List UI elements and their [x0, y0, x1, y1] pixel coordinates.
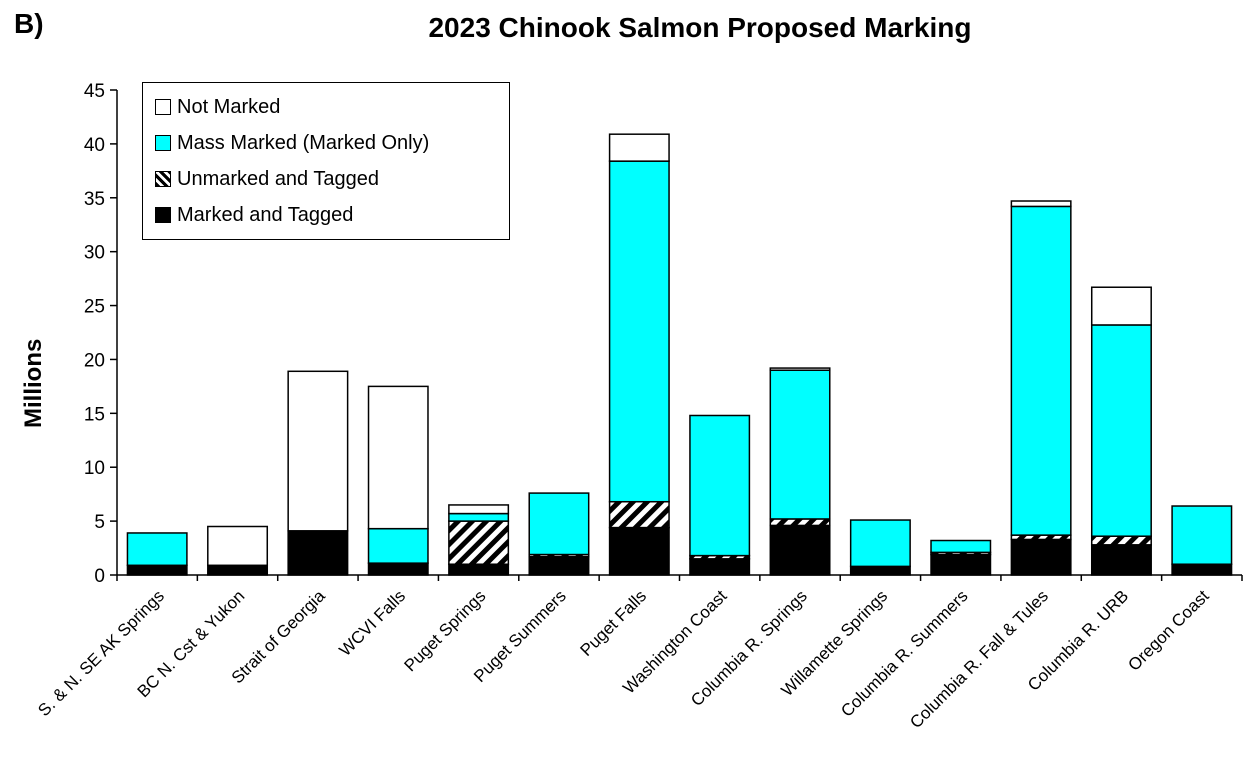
bar-segment-marked-and-tagged-0	[126, 564, 188, 576]
bar-segment-mass-marked-marked-only-3	[367, 527, 429, 564]
legend-label-mass-marked: Mass Marked (Marked Only)	[177, 131, 430, 154]
legend: Not Marked Mass Marked (Marked Only) Unm…	[142, 82, 510, 240]
y-tick-label: 15	[84, 404, 105, 425]
bar-segment-marked-and-tagged-8	[769, 524, 831, 576]
bar-segment-mass-marked-marked-only-0	[126, 532, 188, 567]
x-tick-label: Puget Springs	[400, 586, 489, 675]
legend-item-marked-tagged: Marked and Tagged	[155, 197, 497, 233]
legend-label-not-marked: Not Marked	[177, 95, 281, 118]
bar-segment-not-marked-2	[287, 370, 349, 532]
bar-segment-not-marked-3	[367, 385, 429, 530]
bar-segment-unmarked-and-tagged-6	[608, 500, 670, 529]
legend-swatch-marked-tagged	[155, 207, 171, 223]
y-tick-label: 20	[84, 350, 105, 371]
legend-swatch-mass-marked	[155, 135, 171, 151]
y-tick-label: 40	[84, 135, 105, 156]
chart-title: 2023 Chinook Salmon Proposed Marking	[428, 12, 972, 43]
bar-segment-marked-and-tagged-6	[608, 526, 670, 576]
bar-segment-mass-marked-marked-only-4	[448, 512, 510, 522]
bar-segment-mass-marked-marked-only-9	[849, 519, 911, 568]
bar-segment-marked-and-tagged-1	[207, 564, 269, 576]
legend-item-unmarked-tagged: Unmarked and Tagged	[155, 161, 497, 197]
y-tick-label: 5	[94, 512, 105, 533]
y-ticks: 0 5 10 15 20 25 30 35 40 45	[84, 81, 117, 587]
bar-segment-marked-and-tagged-9	[849, 565, 911, 576]
bar-segment-marked-and-tagged-13	[1171, 563, 1233, 576]
bars	[126, 133, 1233, 576]
legend-label-unmarked-tagged: Unmarked and Tagged	[177, 167, 379, 190]
legend-item-not-marked: Not Marked	[155, 89, 497, 125]
bar-segment-mass-marked-marked-only-11	[1010, 205, 1072, 536]
bar-segment-mass-marked-marked-only-10	[930, 539, 992, 554]
bar-segment-unmarked-and-tagged-4	[448, 520, 510, 565]
bar-segment-not-marked-8	[769, 367, 831, 371]
bar-segment-marked-and-tagged-4	[448, 563, 510, 576]
y-tick-label: 10	[84, 458, 105, 479]
y-tick-label: 30	[84, 243, 105, 264]
x-tick-label: Oregon Coast	[1124, 586, 1212, 674]
bar-segment-unmarked-and-tagged-8	[769, 518, 831, 527]
bar-segment-not-marked-1	[207, 525, 269, 567]
bar-segment-not-marked-4	[448, 504, 510, 515]
bar-segment-marked-and-tagged-3	[367, 562, 429, 576]
bar-segment-not-marked-12	[1090, 286, 1152, 326]
bar-segment-not-marked-6	[608, 133, 670, 162]
bar-segment-marked-and-tagged-10	[930, 553, 992, 576]
bar-segment-not-marked-11	[1010, 200, 1072, 208]
x-tick-label: Puget Falls	[577, 586, 651, 660]
bar-segment-marked-and-tagged-12	[1090, 544, 1152, 576]
bar-segment-marked-and-tagged-7	[689, 558, 751, 576]
bar-segment-mass-marked-marked-only-8	[769, 369, 831, 520]
legend-swatch-not-marked	[155, 99, 171, 115]
bar-segment-marked-and-tagged-2	[287, 530, 349, 576]
bar-segment-mass-marked-marked-only-13	[1171, 505, 1233, 565]
bar-segment-unmarked-and-tagged-12	[1090, 535, 1152, 546]
bar-segment-marked-and-tagged-5	[528, 555, 590, 576]
y-tick-label: 35	[84, 189, 105, 210]
bar-segment-mass-marked-marked-only-6	[608, 160, 670, 503]
panel-label: B)	[14, 8, 44, 39]
bar-segment-marked-and-tagged-11	[1010, 538, 1072, 576]
bar-segment-mass-marked-marked-only-5	[528, 492, 590, 556]
x-tick-label: WCVI Falls	[336, 586, 410, 660]
y-tick-label: 25	[84, 297, 105, 318]
y-tick-label: 45	[84, 81, 105, 102]
y-tick-label: 0	[94, 566, 105, 587]
x-tick-label: Columbia R. Fall & Tules	[906, 586, 1052, 732]
bar-segment-mass-marked-marked-only-7	[689, 414, 751, 557]
legend-item-mass-marked: Mass Marked (Marked Only)	[155, 125, 497, 161]
legend-label-marked-tagged: Marked and Tagged	[177, 203, 354, 226]
bar-segment-mass-marked-marked-only-12	[1090, 324, 1152, 537]
legend-swatch-unmarked-tagged	[155, 171, 171, 187]
